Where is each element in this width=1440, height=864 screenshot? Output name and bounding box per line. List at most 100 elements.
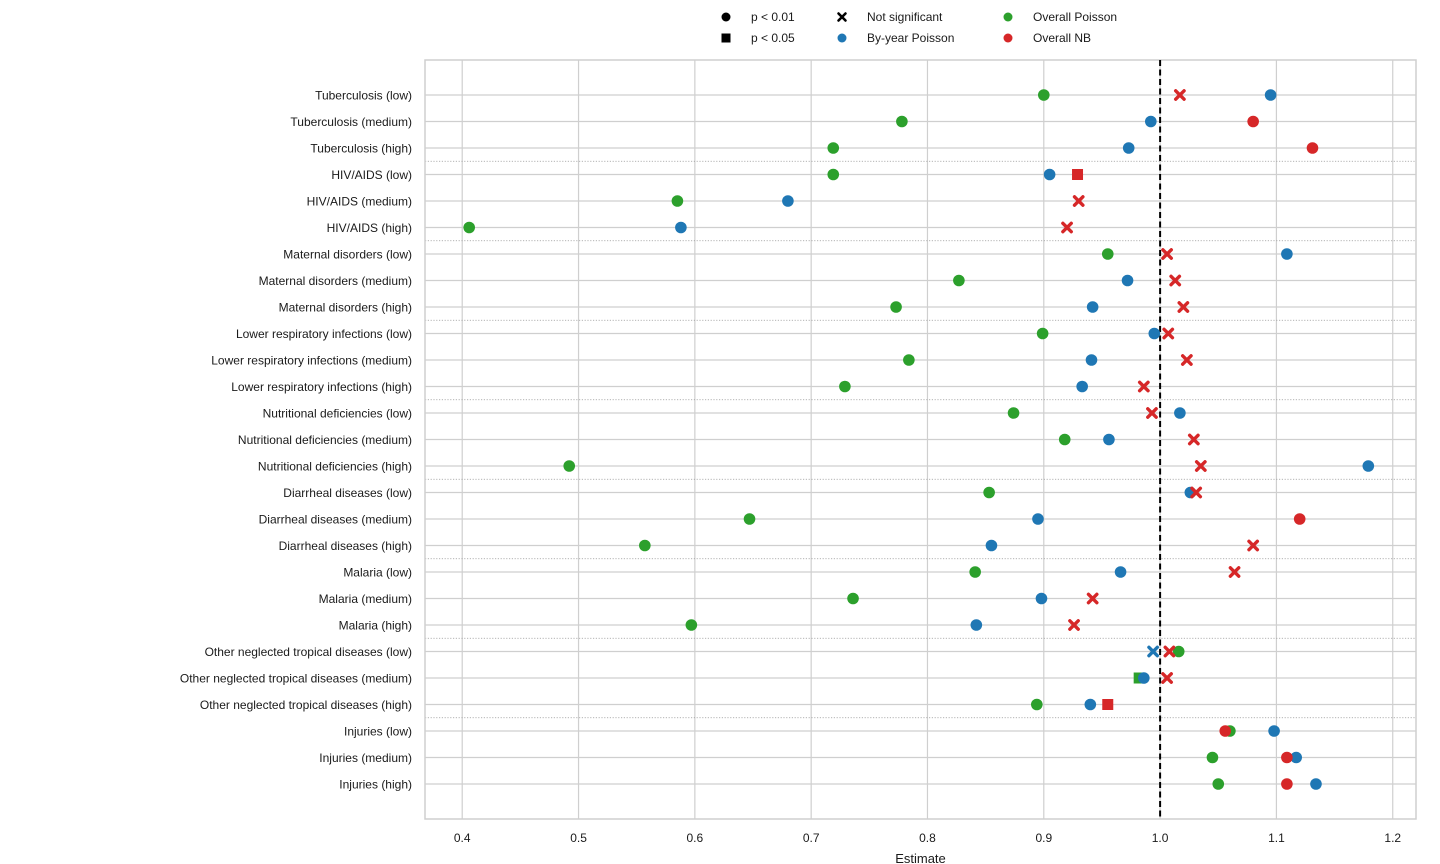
marker-overall-nb [1293,513,1306,525]
legend: p < 0.01 p < 0.05 Not significant By-yea… [721,10,1117,45]
marker-overall-nb [1306,142,1319,154]
marker-overall-poisson [983,486,995,499]
y-tick-label: Malaria (low) [343,566,412,580]
marker-by-year-poisson [1085,354,1098,366]
y-tick-label: HIV/AIDS (low) [331,168,412,182]
y-tick-label: Malaria (high) [339,619,412,633]
marker-by-year-poisson [1086,301,1099,313]
x-tick-label: 0.7 [803,831,820,845]
marker-overall-nb [1169,274,1182,287]
y-tick-label: Maternal disorders (high) [279,301,412,315]
y-tick-label: Injuries (high) [339,778,412,792]
marker-overall-nb [1190,486,1203,499]
marker-overall-nb [1187,433,1200,446]
marker-by-year-poisson [1147,645,1160,658]
legend-label-p01: p < 0.01 [751,10,795,24]
marker-overall-poisson [847,592,859,605]
marker-overall-nb [1180,354,1193,366]
marker-by-year-poisson [1121,274,1134,287]
marker-by-year-poisson [1310,778,1322,790]
marker-overall-nb [1194,460,1207,472]
marker-by-year-poisson [1264,89,1277,101]
marker-overall-poisson [1101,248,1114,260]
legend-marker-square: p < 0.05 [721,31,795,45]
marker-overall-nb [1086,592,1099,605]
marker-overall-nb [1247,115,1259,128]
marker-overall-nb [1161,248,1173,260]
marker-overall-nb [1068,619,1080,631]
legend-series-overall-nb: Overall NB [1003,31,1091,45]
marker-by-year-poisson [1114,566,1127,578]
marker-by-year-poisson [1138,672,1150,684]
marker-overall-poisson [685,619,698,631]
y-tick-label: Injuries (low) [344,725,412,739]
x-axis-label: Estimate [895,851,946,864]
marker-overall-nb [1247,539,1260,552]
marker-overall-poisson [896,115,908,128]
marker-overall-poisson [1172,645,1185,658]
marker-overall-nb [1072,169,1084,180]
marker-by-year-poisson [1148,327,1161,340]
marker-overall-poisson [1058,433,1071,446]
marker-by-year-poisson [1103,433,1115,446]
x-tick-label: 0.4 [454,831,471,845]
marker-by-year-poisson [1122,142,1135,154]
marker-overall-poisson [463,221,475,234]
y-tick-label: Lower respiratory infections (high) [231,380,412,394]
marker-overall-nb [1219,725,1232,737]
marker-overall-poisson [1007,407,1020,419]
marker-overall-nb [1228,566,1241,578]
marker-overall-nb [1163,645,1176,658]
marker-by-year-poisson [1043,168,1056,181]
x-tick-label: 0.5 [570,831,587,845]
marker-by-year-poisson [1174,407,1186,419]
marker-overall-nb [1137,380,1150,393]
marker-by-year-poisson [1035,592,1048,605]
y-tick-label: Maternal disorders (low) [283,248,412,262]
marker-overall-poisson [903,354,915,366]
marker-overall-poisson [890,301,902,313]
marker-overall-poisson [671,195,684,207]
y-tick-label: Other neglected tropical diseases (high) [200,698,412,712]
y-tick-label: Nutritional deficiencies (high) [258,460,412,474]
marker-by-year-poisson [1268,725,1280,737]
marker-overall-nb [1102,699,1114,710]
marker-by-year-poisson [1084,698,1097,711]
marker-overall-poisson [839,380,851,393]
marker-by-year-poisson [1076,380,1088,393]
marker-overall-nb [1146,407,1158,419]
legend-label-overall-nb: Overall NB [1033,31,1091,45]
marker-overall-poisson [1212,778,1225,790]
legend-label-p05: p < 0.05 [751,31,795,45]
marker-overall-poisson [827,168,840,181]
marker-overall-poisson [953,274,965,287]
y-tick-label: Diarrheal diseases (low) [283,486,412,500]
plot-area: 0.4 0.5 0.6 0.7 0.8 0.9 1.0 1.1 1.2 Tuberculosis … [180,59,1417,845]
marker-by-year-poisson [1290,751,1302,764]
marker-overall-poisson [1031,698,1043,711]
y-tick-label: Other neglected tropical diseases (low) [205,645,412,659]
y-tick-label: HIV/AIDS (medium) [307,195,412,209]
marker-overall-poisson [743,513,756,525]
legend-marker-x: Not significant [837,10,943,24]
marker-by-year-poisson [1281,248,1293,260]
y-tick-label: Injuries (medium) [319,751,412,765]
marker-overall-nb [1173,89,1186,101]
x-tick-label: 0.8 [919,831,936,845]
x-tick-label: 1.2 [1384,831,1401,845]
x-tick-label: 0.9 [1035,831,1052,845]
legend-label-ns: Not significant [867,10,943,24]
legend-series-overall-poisson: Overall Poisson [1003,10,1117,24]
legend-marker-circle: p < 0.01 [721,10,795,24]
marker-overall-nb [1281,778,1293,790]
y-tick-label: Lower respiratory infections (medium) [211,354,412,368]
marker-by-year-poisson [970,619,983,631]
marker-by-year-poisson [1032,513,1044,525]
legend-label-by-year-poisson: By-year Poisson [867,31,954,45]
marker-overall-poisson [1206,751,1219,764]
marker-by-year-poisson [1145,115,1157,128]
y-tick-label: Tuberculosis (medium) [290,115,412,129]
marker-overall-nb [1162,327,1175,340]
marker-by-year-poisson [985,539,998,552]
